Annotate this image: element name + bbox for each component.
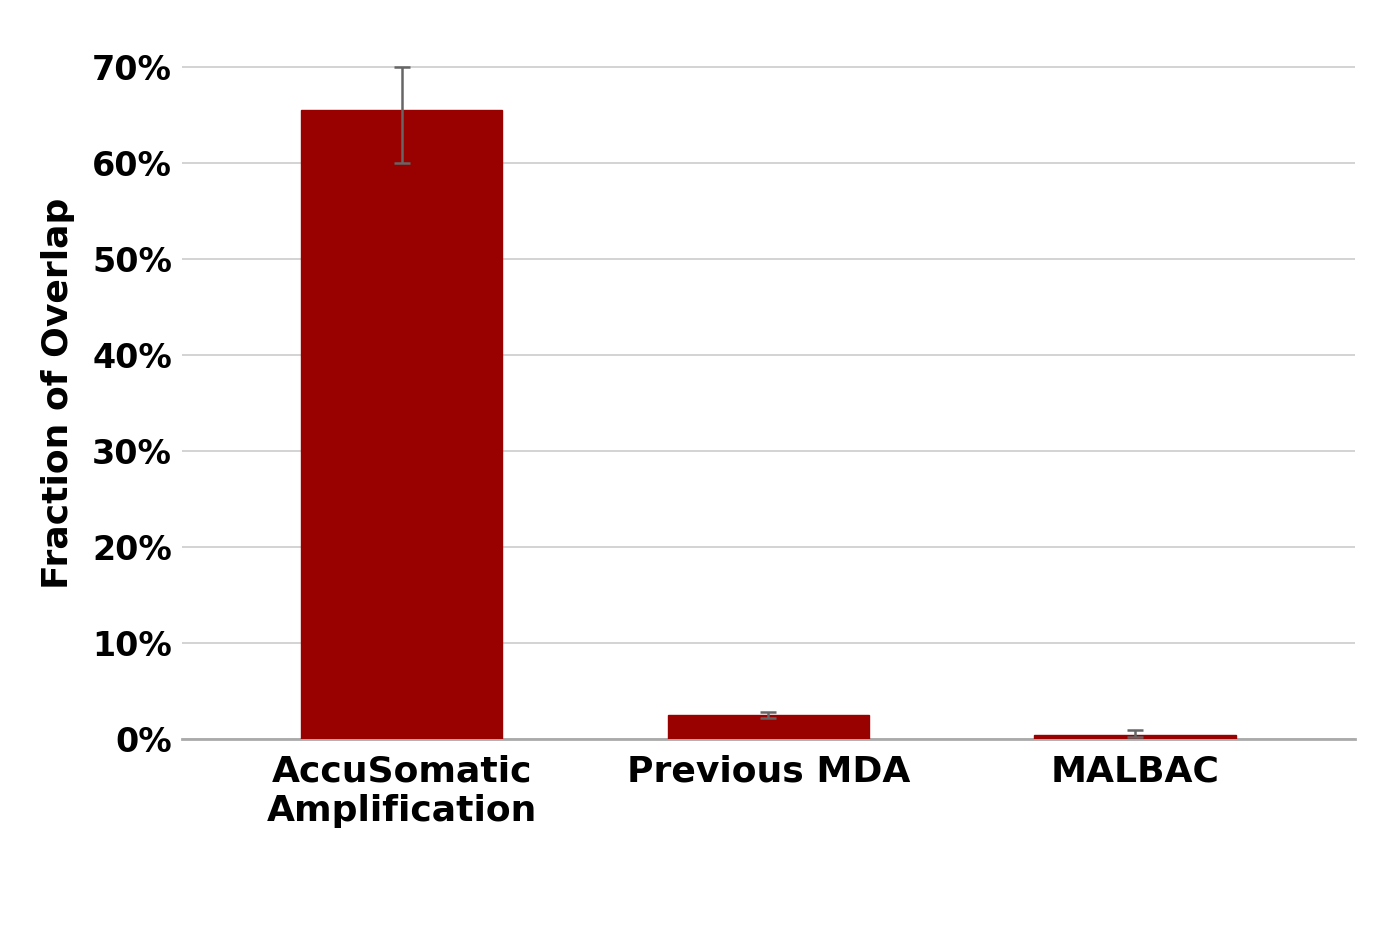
Bar (1034, 735, 1236, 739)
Y-axis label: Fraction of Overlap: Fraction of Overlap (42, 197, 75, 589)
Bar (668, 715, 869, 739)
Bar (300, 110, 503, 739)
